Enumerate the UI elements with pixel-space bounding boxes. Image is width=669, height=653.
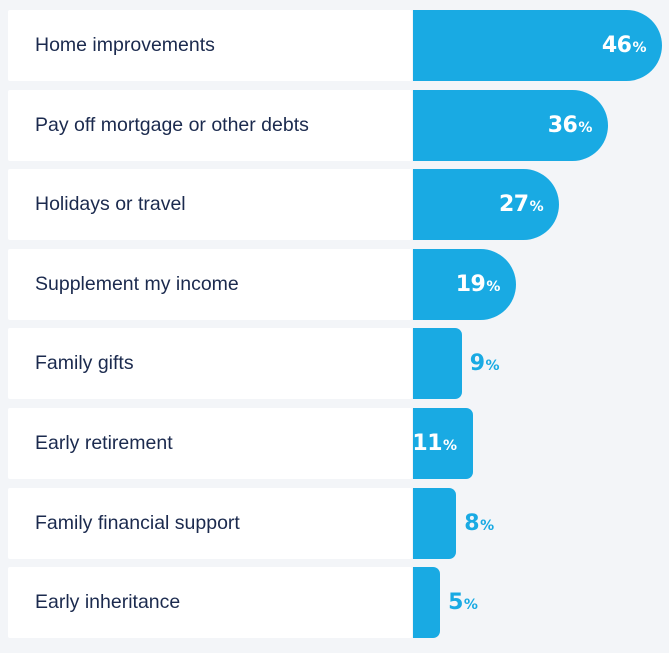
value-unit: %: [480, 518, 494, 534]
category-label: Holidays or travel: [8, 169, 412, 240]
category-label: Family financial support: [8, 488, 412, 559]
value-unit: %: [578, 120, 592, 136]
value-number: 46: [601, 33, 632, 58]
value-label: 8%: [464, 488, 494, 559]
value-label: 36%: [547, 90, 593, 161]
value-number: 8: [464, 511, 480, 536]
value-number: 36: [547, 113, 578, 138]
value-label: 27%: [499, 169, 544, 240]
bar: [413, 567, 441, 638]
bar: [413, 488, 457, 559]
category-label: Early retirement: [8, 408, 412, 479]
value-label: 5%: [448, 567, 478, 638]
bar: [413, 408, 473, 479]
value-unit: %: [443, 438, 457, 454]
bar: [413, 10, 662, 81]
category-label: Family gifts: [8, 328, 412, 399]
value-unit: %: [632, 40, 646, 56]
value-label: 9%: [469, 328, 500, 399]
value-unit: %: [486, 279, 500, 295]
value-label: 19%: [455, 249, 501, 320]
category-label: Home improvements: [8, 10, 412, 81]
value-unit: %: [485, 358, 500, 374]
category-label: Early inheritance: [8, 567, 412, 638]
value-number: 11: [412, 431, 443, 456]
value-unit: %: [463, 597, 478, 613]
value-label: 46%: [601, 10, 647, 81]
category-label: Supplement my income: [8, 249, 412, 320]
value-label: 11%: [412, 408, 457, 479]
value-unit: %: [529, 199, 544, 215]
bar: [413, 249, 516, 320]
value-number: 9: [469, 351, 485, 376]
category-label: Pay off mortgage or other debts: [8, 90, 412, 161]
bar: [413, 169, 560, 240]
value-number: 19: [455, 272, 486, 297]
bar: [413, 328, 462, 399]
value-number: 27: [499, 192, 529, 217]
bar: [413, 90, 608, 161]
value-number: 5: [448, 590, 463, 615]
